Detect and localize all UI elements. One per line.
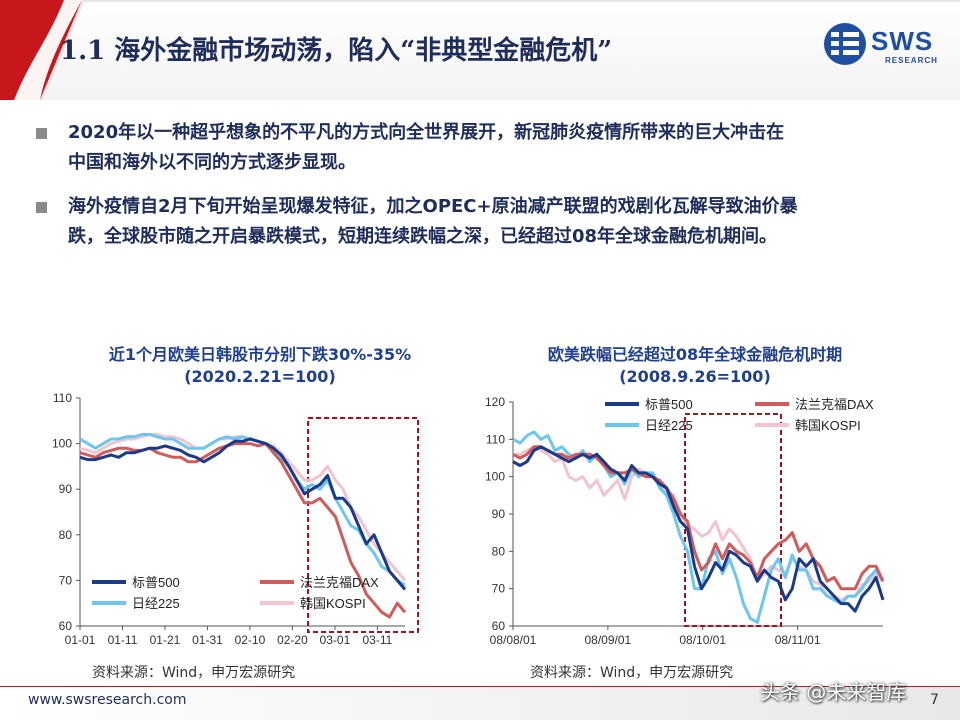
header-bar: 1.1 海外金融市场动荡，陷入“非典型金融危机” SWS RESEARCH: [0, 0, 960, 100]
highlight-box: [684, 413, 782, 627]
y-tick-label: 70: [492, 582, 506, 596]
header-background: [0, 0, 960, 100]
y-tick-label: 90: [59, 482, 73, 496]
legend-label: 法兰克福DAX: [300, 575, 379, 590]
page-number: 7: [930, 692, 939, 708]
square-bullet-icon: [36, 128, 47, 139]
y-tick-label: 100: [52, 437, 72, 451]
y-tick-label: 80: [59, 528, 73, 542]
chart-2-plot: 60 70 80 90 100 110 120 08/08/01 08/09/01 08/10/0…: [485, 395, 885, 647]
x-tick-label: 08/08/01: [490, 633, 537, 647]
y-tick-label: 100: [485, 470, 505, 484]
y-tick-label: 110: [53, 391, 72, 405]
x-tick-label: 03-11: [362, 633, 392, 647]
chart-1-plot: 60 70 80 90 100 110 01-01 01-11 01-21 01-31 02-10 0…: [52, 391, 419, 647]
x-tick-label: 08/11/01: [775, 633, 821, 647]
bullet-item: 海外疫情自2月下旬开始呈现爆发特征，加之OPEC+原油减产联盟的戏剧化瓦解导致油…: [30, 192, 940, 252]
chart-1-subtitle: (2020.2.21=100): [184, 367, 336, 386]
bullet-line: 海外疫情自2月下旬开始呈现爆发特征，加之OPEC+原油减产联盟的戏剧化瓦解导致油…: [68, 196, 798, 217]
sws-logo: SWS RESEARCH: [823, 22, 943, 72]
x-tick-label: 01-21: [150, 633, 181, 647]
watermark: 头条 @未来智库: [760, 680, 907, 704]
series-line-1: [79, 442, 407, 619]
logo-text: SWS: [871, 26, 934, 56]
highlight-box: [307, 417, 419, 633]
page-title: 1.1 海外金融市场动荡，陷入“非典型金融危机”: [60, 36, 613, 66]
series-line-2: [79, 433, 406, 587]
y-tick-label: 60: [492, 619, 506, 633]
x-tick-label: 02-10: [235, 633, 266, 647]
legend-label: 标普500: [132, 575, 180, 590]
x-tick-label: 08/10/01: [679, 633, 726, 647]
x-tick-label: 03-01: [320, 633, 351, 647]
series-line-0: [79, 437, 407, 591]
bullet-line: 2020年以一种超乎想象的不平凡的方式向全世界展开，新冠肺炎疫情所带来的巨大冲击…: [68, 122, 785, 143]
sws-logo-icon: [824, 23, 866, 65]
footer-website[interactable]: www.swsresearch.com: [28, 692, 187, 708]
legend-label: 标普500: [645, 397, 693, 412]
series-line-1: [512, 445, 885, 591]
y-tick-label: 90: [492, 507, 506, 521]
chart-2-source: 资料来源：Wind，申万宏源研究: [530, 665, 734, 681]
series-line-3: [79, 433, 407, 582]
logo-subtext: RESEARCH: [885, 56, 938, 65]
x-tick-label: 01-11: [108, 633, 138, 647]
y-tick-label: 80: [492, 544, 506, 558]
footer-band: [0, 686, 960, 720]
chart-1-source: 资料来源：Wind，申万宏源研究: [92, 665, 296, 681]
legend-label: 韩国KOSPI: [795, 418, 861, 433]
header-accent: [0, 0, 960, 100]
y-tick-label: 60: [59, 619, 73, 633]
series-line-3: [513, 445, 885, 602]
bullet-item: 2020年以一种超乎想象的不平凡的方式向全世界展开，新冠肺炎疫情所带来的巨大冲击…: [30, 118, 940, 178]
bullet-line: 跌，全球股市随之开启暴跌模式，短期连续跌幅之深，已经超过08年全球金融危机期间。: [68, 226, 778, 247]
chart-1-title-block: 近1个月欧美日韩股市分别下跌30%-35% (2020.2.21=100): [60, 344, 460, 388]
y-tick-label: 70: [59, 573, 73, 587]
chart-2-title: 欧美跌幅已经超过08年全球金融危机时期: [547, 345, 843, 364]
legend-label: 韩国KOSPI: [300, 596, 366, 611]
x-tick-label: 01-31: [192, 633, 223, 647]
bullet-line: 中国和海外以不同的方式逐步显现。: [68, 152, 356, 173]
legend-label: 法兰克福DAX: [795, 397, 874, 412]
series-line-0: [512, 445, 885, 613]
legend-label: 日经225: [645, 418, 693, 433]
y-tick-label: 110: [486, 432, 505, 446]
y-tick-label: 120: [485, 395, 505, 409]
legend-label: 日经225: [132, 596, 180, 611]
x-tick-label: 08/09/01: [585, 633, 632, 647]
bullet-list: 2020年以一种超乎想象的不平凡的方式向全世界展开，新冠肺炎疫情所带来的巨大冲击…: [30, 118, 940, 266]
square-bullet-icon: [36, 202, 47, 213]
chart-1-title: 近1个月欧美日韩股市分别下跌30%-35%: [108, 345, 412, 364]
chart-2-title-block: 欧美跌幅已经超过08年全球金融危机时期 (2008.9.26=100): [495, 344, 895, 388]
x-tick-label: 01-01: [65, 633, 96, 647]
x-tick-label: 02-20: [277, 633, 308, 647]
chart-2-subtitle: (2008.9.26=100): [619, 367, 771, 386]
